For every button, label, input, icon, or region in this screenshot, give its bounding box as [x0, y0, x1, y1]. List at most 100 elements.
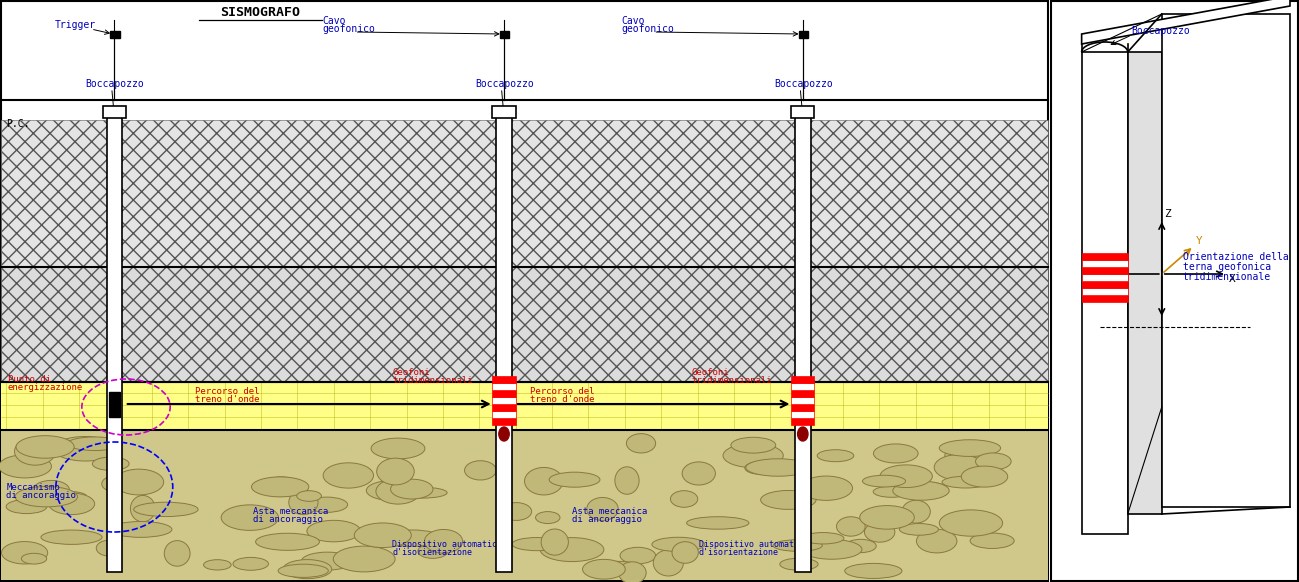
Ellipse shape	[879, 465, 933, 488]
Ellipse shape	[164, 541, 190, 566]
Ellipse shape	[16, 436, 74, 458]
Bar	[791, 411, 814, 418]
Bar	[492, 404, 516, 411]
Ellipse shape	[724, 443, 783, 467]
Ellipse shape	[375, 478, 420, 504]
Ellipse shape	[873, 444, 918, 463]
Ellipse shape	[731, 437, 776, 453]
Ellipse shape	[773, 540, 822, 551]
Ellipse shape	[594, 561, 643, 574]
Ellipse shape	[746, 459, 811, 476]
Text: d'isorientazione: d'isorientazione	[699, 548, 779, 557]
Ellipse shape	[372, 438, 425, 459]
Ellipse shape	[744, 462, 779, 474]
Ellipse shape	[837, 517, 865, 536]
Ellipse shape	[307, 520, 361, 542]
Ellipse shape	[383, 530, 442, 546]
Ellipse shape	[540, 538, 604, 562]
Text: tridimensionale: tridimensionale	[1183, 272, 1270, 282]
Ellipse shape	[652, 537, 705, 552]
Ellipse shape	[301, 552, 353, 570]
Ellipse shape	[288, 490, 318, 514]
Ellipse shape	[779, 558, 818, 570]
Ellipse shape	[109, 521, 171, 537]
Ellipse shape	[465, 461, 496, 480]
Ellipse shape	[134, 502, 197, 517]
Ellipse shape	[221, 505, 278, 530]
Ellipse shape	[233, 558, 269, 570]
Ellipse shape	[542, 529, 569, 555]
Bar	[791, 106, 814, 118]
Text: X: X	[1229, 274, 1235, 284]
Ellipse shape	[535, 512, 560, 524]
Text: Geofoni: Geofoni	[392, 368, 430, 377]
Ellipse shape	[911, 482, 948, 499]
Ellipse shape	[761, 491, 816, 509]
Text: Boccapozzo: Boccapozzo	[774, 79, 833, 89]
Text: Cavo: Cavo	[322, 16, 346, 26]
Text: di ancoraggio: di ancoraggio	[6, 491, 77, 500]
Ellipse shape	[355, 523, 412, 548]
Ellipse shape	[892, 481, 950, 500]
Ellipse shape	[21, 553, 47, 564]
Bar	[492, 418, 516, 425]
Ellipse shape	[670, 491, 698, 508]
Bar	[1082, 295, 1128, 302]
Ellipse shape	[803, 533, 844, 544]
Ellipse shape	[323, 463, 374, 488]
Text: Meccanismo: Meccanismo	[6, 483, 60, 492]
Ellipse shape	[0, 455, 52, 478]
Ellipse shape	[501, 503, 531, 520]
Ellipse shape	[334, 546, 395, 572]
Text: Punto di: Punto di	[8, 375, 51, 384]
Ellipse shape	[844, 563, 902, 579]
Text: tridimensionali: tridimensionali	[691, 376, 772, 385]
Bar	[1082, 288, 1128, 295]
Ellipse shape	[14, 438, 56, 465]
Ellipse shape	[626, 434, 656, 453]
Bar	[107, 114, 122, 572]
Ellipse shape	[101, 476, 129, 492]
Bar	[110, 31, 120, 38]
Text: Z: Z	[1164, 209, 1170, 219]
Ellipse shape	[582, 559, 625, 579]
Bar	[791, 418, 814, 425]
Ellipse shape	[687, 517, 750, 529]
Ellipse shape	[864, 522, 895, 542]
Ellipse shape	[377, 458, 414, 485]
Bar	[1, 120, 1048, 267]
Bar	[1082, 253, 1128, 260]
Bar	[1, 430, 1048, 580]
Text: Q: Q	[499, 442, 505, 451]
Ellipse shape	[817, 450, 853, 462]
Ellipse shape	[6, 499, 47, 513]
Bar	[1082, 267, 1128, 274]
Ellipse shape	[961, 466, 1008, 487]
Text: Y: Y	[1196, 236, 1203, 246]
Ellipse shape	[549, 472, 600, 487]
Text: Q: Q	[798, 442, 804, 451]
Ellipse shape	[614, 467, 639, 494]
Text: d'isorientazione: d'isorientazione	[392, 548, 473, 557]
Ellipse shape	[114, 469, 164, 495]
Bar	[791, 376, 814, 383]
Ellipse shape	[944, 442, 992, 469]
Bar	[1161, 14, 1290, 507]
Ellipse shape	[42, 530, 103, 544]
Ellipse shape	[130, 495, 155, 522]
Text: Boccapozzo: Boccapozzo	[1131, 26, 1190, 36]
Ellipse shape	[499, 427, 509, 441]
Ellipse shape	[939, 510, 1003, 536]
Text: terna geofonica: terna geofonica	[1183, 262, 1270, 272]
Text: Dispositivo automatico: Dispositivo automatico	[699, 540, 809, 549]
Ellipse shape	[917, 529, 957, 553]
Bar	[492, 383, 516, 390]
Text: geofonico: geofonico	[322, 24, 375, 34]
Text: Asta meccanica: Asta meccanica	[572, 507, 647, 516]
Bar	[1082, 274, 1128, 281]
Ellipse shape	[512, 538, 562, 551]
Ellipse shape	[252, 477, 309, 497]
Ellipse shape	[397, 487, 447, 498]
Ellipse shape	[618, 562, 646, 582]
Text: treno d'onde: treno d'onde	[195, 395, 260, 404]
